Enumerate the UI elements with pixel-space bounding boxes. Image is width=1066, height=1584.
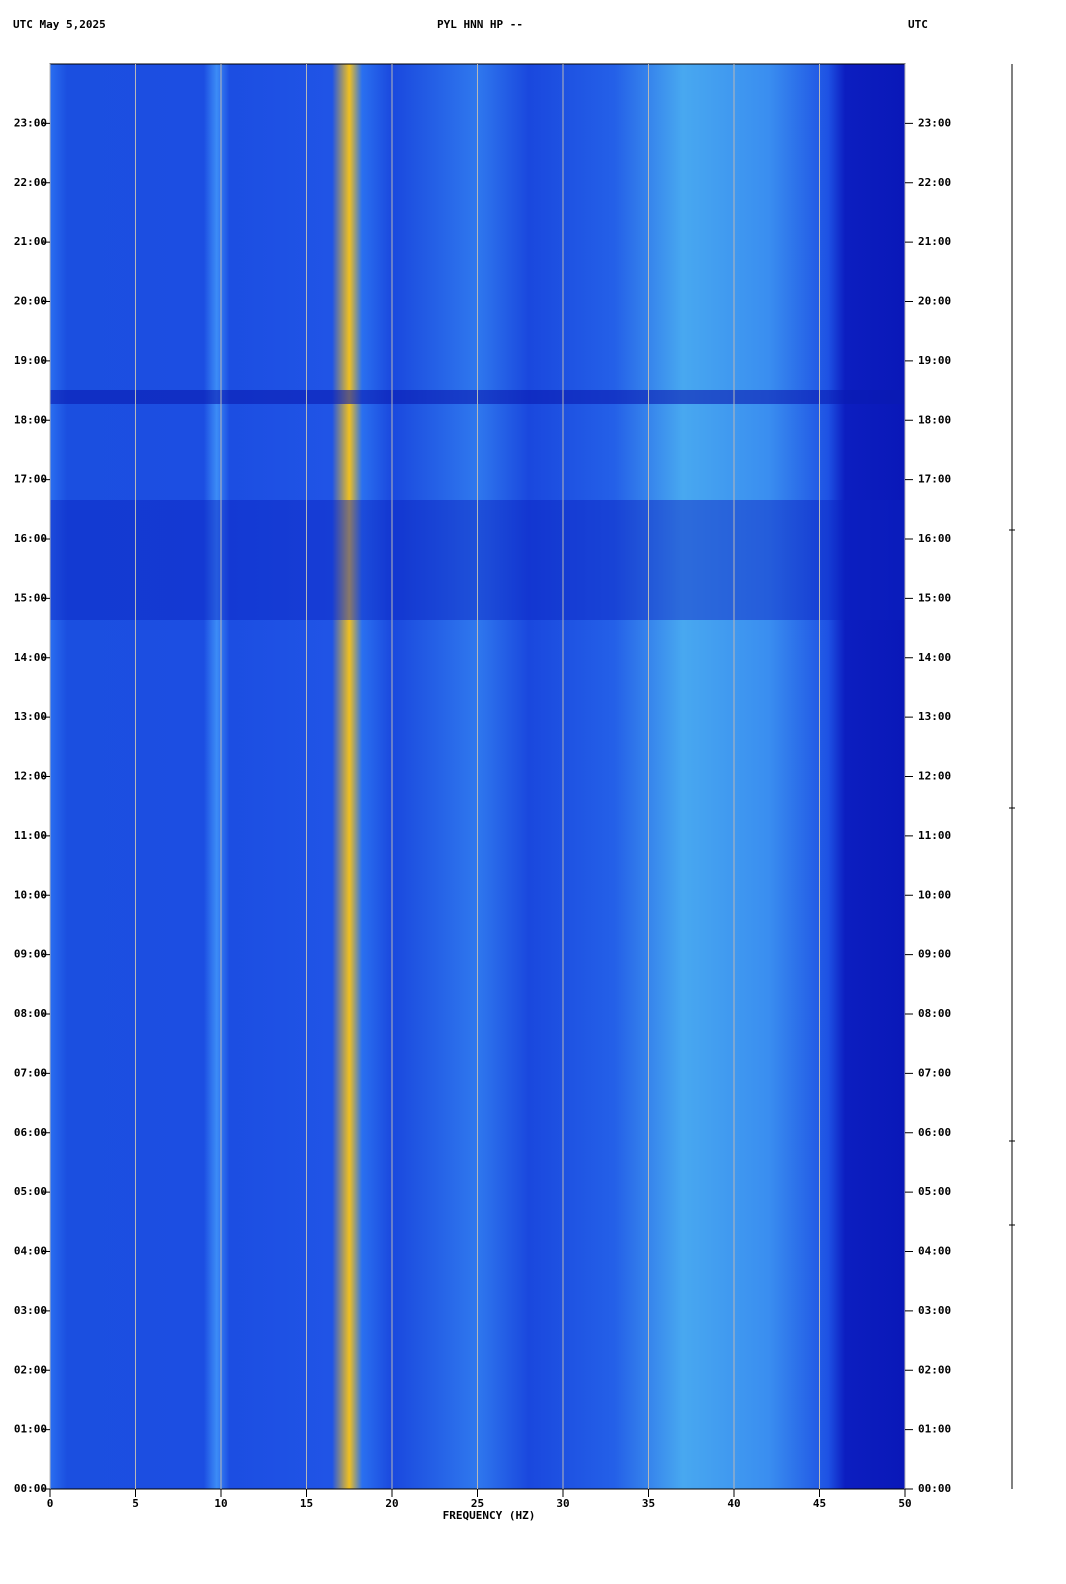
y-tick-label: 23:00 <box>14 116 47 129</box>
x-tick-label: 30 <box>556 1497 569 1510</box>
y-tick-label-right: 13:00 <box>918 710 951 723</box>
x-tick-label: 20 <box>385 1497 398 1510</box>
x-tick-label: 50 <box>898 1497 911 1510</box>
header-right: UTC <box>908 18 928 31</box>
y-tick-label: 02:00 <box>14 1363 47 1376</box>
y-tick-label-right: 22:00 <box>918 176 951 189</box>
y-tick-label-right: 18:00 <box>918 413 951 426</box>
y-tick-label-right: 20:00 <box>918 295 951 308</box>
y-tick-label: 21:00 <box>14 235 47 248</box>
y-tick-label-right: 16:00 <box>918 532 951 545</box>
x-tick-label: 0 <box>47 1497 54 1510</box>
x-tick-label: 5 <box>132 1497 139 1510</box>
y-tick-label: 22:00 <box>14 176 47 189</box>
x-tick-label: 35 <box>642 1497 655 1510</box>
y-tick-label: 10:00 <box>14 888 47 901</box>
y-tick-label-right: 14:00 <box>918 651 951 664</box>
y-tick-label-right: 00:00 <box>918 1482 951 1495</box>
y-tick-label-right: 10:00 <box>918 888 951 901</box>
y-tick-label-right: 19:00 <box>918 354 951 367</box>
y-tick-label-right: 23:00 <box>918 116 951 129</box>
y-tick-label: 20:00 <box>14 295 47 308</box>
y-tick-label-right: 21:00 <box>918 235 951 248</box>
y-tick-label: 13:00 <box>14 710 47 723</box>
y-tick-label: 00:00 <box>14 1482 47 1495</box>
y-tick-label: 04:00 <box>14 1245 47 1258</box>
chart-title: PYL HNN HP -- <box>437 18 523 31</box>
y-tick-label: 03:00 <box>14 1304 47 1317</box>
y-tick-label: 17:00 <box>14 473 47 486</box>
y-tick-label: 18:00 <box>14 413 47 426</box>
y-tick-label: 01:00 <box>14 1423 47 1436</box>
y-tick-label-right: 03:00 <box>918 1304 951 1317</box>
y-tick-label: 09:00 <box>14 948 47 961</box>
y-tick-label-right: 07:00 <box>918 1066 951 1079</box>
y-tick-label: 07:00 <box>14 1066 47 1079</box>
y-tick-label-right: 08:00 <box>918 1007 951 1020</box>
header-left: UTC May 5,2025 <box>13 18 106 31</box>
y-tick-label: 06:00 <box>14 1126 47 1139</box>
y-tick-label: 19:00 <box>14 354 47 367</box>
x-tick-label: 15 <box>300 1497 313 1510</box>
x-axis-label: FREQUENCY (HZ) <box>443 1509 536 1522</box>
y-tick-label: 08:00 <box>14 1007 47 1020</box>
x-tick-label: 25 <box>471 1497 484 1510</box>
y-tick-label-right: 04:00 <box>918 1245 951 1258</box>
y-tick-label-right: 11:00 <box>918 829 951 842</box>
y-tick-label-right: 12:00 <box>918 770 951 783</box>
y-tick-label: 14:00 <box>14 651 47 664</box>
y-tick-label-right: 01:00 <box>918 1423 951 1436</box>
y-tick-label-right: 17:00 <box>918 473 951 486</box>
y-tick-label: 05:00 <box>14 1185 47 1198</box>
y-tick-label-right: 02:00 <box>918 1363 951 1376</box>
x-tick-label: 10 <box>214 1497 227 1510</box>
y-tick-label-right: 05:00 <box>918 1185 951 1198</box>
y-tick-label-right: 15:00 <box>918 591 951 604</box>
y-tick-label-right: 06:00 <box>918 1126 951 1139</box>
x-tick-label: 40 <box>727 1497 740 1510</box>
y-tick-label: 15:00 <box>14 591 47 604</box>
y-tick-label-right: 09:00 <box>918 948 951 961</box>
y-tick-label: 11:00 <box>14 829 47 842</box>
x-tick-label: 45 <box>813 1497 826 1510</box>
y-tick-label: 12:00 <box>14 770 47 783</box>
y-tick-label: 16:00 <box>14 532 47 545</box>
